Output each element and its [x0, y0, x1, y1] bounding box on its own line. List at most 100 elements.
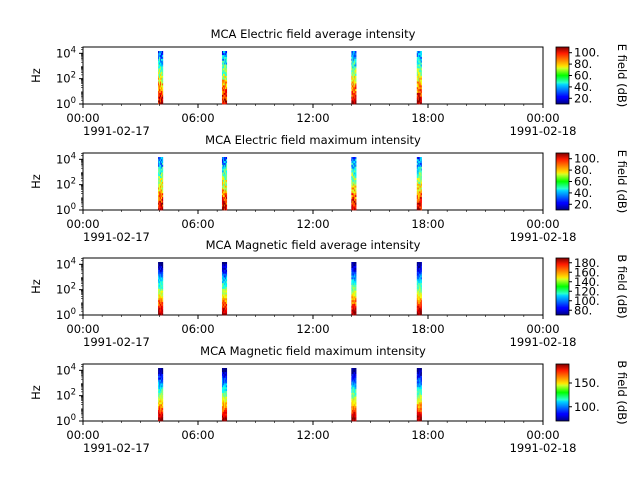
spectrogram-cell: [352, 62, 354, 65]
spectrogram-cell: [419, 164, 421, 167]
spectrogram-cell: [418, 192, 420, 196]
spectrogram-cell: [353, 177, 355, 181]
spectrogram-cell: [221, 86, 224, 90]
spectrogram-cell: [417, 392, 420, 395]
spectrogram-cell: [419, 56, 421, 59]
spectrogram-cell: [417, 83, 420, 86]
spectrogram-cell: [158, 305, 160, 308]
spectrogram-cell: [418, 208, 420, 211]
spectrogram-cell: [420, 183, 422, 186]
spectrogram-cell: [419, 177, 421, 181]
spectrogram-cell: [159, 313, 161, 316]
spectrogram-cell: [417, 415, 420, 418]
spectrogram-cell: [353, 102, 355, 105]
spectrogram-cell: [159, 158, 162, 162]
spectrogram-cell: [159, 56, 162, 59]
spectrogram-cell: [225, 290, 228, 293]
spectrogram-cell: [160, 175, 163, 179]
spectrogram-cell: [353, 162, 355, 165]
spectrogram-cell: [159, 386, 161, 390]
spectrogram-cell: [224, 75, 227, 78]
spectrogram-cell: [158, 311, 160, 314]
spectrogram-cell: [222, 194, 225, 198]
spectrogram-strip: [221, 157, 228, 211]
spectrogram-cell: [225, 208, 228, 211]
spectrogram-cell: [224, 58, 227, 61]
spectrogram-cell: [158, 307, 160, 310]
spectrogram-cell: [223, 309, 226, 312]
spectrogram-cell: [223, 279, 226, 282]
spectrogram-cell: [419, 64, 421, 67]
spectrogram-cell: [416, 301, 419, 304]
spectrogram-cell: [418, 371, 420, 374]
spectrogram-cell: [420, 263, 422, 267]
spectrogram-cell: [351, 94, 353, 97]
spectrogram-cell: [223, 290, 226, 293]
spectrogram-cell: [160, 60, 163, 63]
spectrogram-cell: [159, 369, 162, 373]
spectrogram-cell: [351, 279, 353, 282]
spectrogram-cell: [351, 77, 353, 80]
spectrogram-cell: [352, 371, 354, 374]
spectrogram-cell: [224, 311, 227, 314]
spectrogram-cell: [224, 160, 227, 163]
spectrogram-cell: [418, 379, 420, 382]
spectrogram-cell: [417, 73, 420, 76]
spectrogram-cell: [160, 394, 163, 397]
spectrogram-cell: [159, 175, 162, 179]
spectrogram-cell: [355, 390, 357, 393]
spectrogram-cell: [355, 407, 357, 410]
spectrogram-cell: [160, 411, 163, 414]
spectrogram-cell: [355, 196, 357, 199]
spectrogram-cell: [355, 271, 357, 274]
spectrogram-cell: [354, 58, 356, 61]
spectrogram-cell: [351, 75, 353, 78]
spectrogram-cell: [418, 64, 420, 67]
spectrogram-cell: [418, 303, 420, 306]
spectrogram-cell: [417, 309, 420, 312]
colorbar-tick-label: 20.: [574, 197, 592, 211]
spectrogram-cell: [420, 394, 422, 397]
spectrogram-cell: [221, 157, 224, 160]
spectrogram-cell: [354, 407, 356, 410]
spectrogram-cell: [416, 396, 419, 399]
spectrogram-cell: [160, 262, 163, 265]
spectrogram-cell: [221, 177, 224, 181]
spectrogram-cell: [417, 305, 420, 308]
spectrogram-cell: [353, 402, 355, 405]
spectrogram-cell: [224, 189, 227, 192]
spectrogram-cell: [222, 90, 225, 93]
spectrogram-cell: [420, 208, 422, 211]
spectrogram-cell: [419, 174, 421, 177]
spectrogram-cell: [352, 98, 354, 101]
spectrogram-cell: [420, 409, 422, 412]
spectrogram-cell: [352, 288, 354, 291]
spectrogram-cell: [417, 375, 420, 378]
spectrogram-cell: [417, 175, 420, 179]
spectrogram-cell: [158, 388, 160, 392]
spectrogram-cell: [416, 160, 419, 163]
spectrogram-cell: [417, 313, 420, 316]
spectrogram-cell: [416, 202, 419, 205]
spectrogram-cell: [160, 303, 163, 306]
spectrogram-cell: [158, 405, 160, 409]
spectrogram-cell: [224, 277, 227, 280]
spectrogram-cell: [158, 102, 160, 105]
spectrogram-cell: [158, 282, 160, 286]
spectrogram-cell: [221, 56, 224, 59]
spectrogram-cell: [354, 164, 356, 167]
spectrogram-cell: [224, 206, 227, 209]
spectrogram-cell: [418, 204, 420, 207]
spectrogram-cell: [158, 299, 160, 303]
spectrogram-cell: [223, 305, 226, 308]
spectrogram-cell: [222, 77, 225, 80]
spectrogram-cell: [420, 60, 422, 63]
spectrogram-cell: [354, 62, 356, 65]
spectrogram-cell: [160, 179, 163, 182]
spectrogram-cell: [158, 62, 160, 65]
spectrogram-cell: [221, 166, 224, 169]
spectrogram-cell: [159, 98, 162, 101]
spectrogram-cell: [419, 208, 421, 211]
spectrogram-cell: [416, 377, 419, 380]
spectrogram-cell: [221, 267, 224, 270]
